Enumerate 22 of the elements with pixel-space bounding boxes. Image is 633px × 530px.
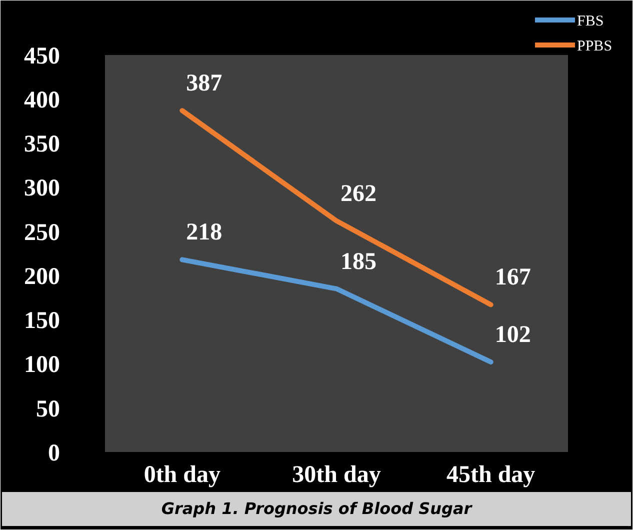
data-label: 387 — [186, 70, 222, 97]
y-tick-label: 0 — [48, 440, 60, 466]
y-tick-label: 450 — [24, 43, 60, 70]
y-tick-label: 200 — [24, 264, 60, 290]
y-tick-label: 150 — [24, 308, 60, 334]
legend-label: PPBS — [577, 38, 612, 54]
data-label: 102 — [494, 322, 531, 348]
legend-label: FBS — [577, 13, 604, 30]
y-tick-label: 250 — [24, 220, 60, 246]
data-label: 167 — [494, 264, 531, 291]
y-tick-label: 350 — [24, 132, 60, 158]
x-tick-label: 45th day — [446, 462, 536, 488]
x-tick-label: 0th day — [144, 462, 221, 488]
text: Graph 1. Prognosis of Blood Sugar — [161, 499, 473, 518]
y-tick-label: 400 — [24, 88, 60, 114]
y-tick-label: 100 — [24, 352, 60, 378]
data-label: 262 — [340, 180, 376, 207]
y-tick-label: 300 — [24, 176, 60, 202]
data-label: 185 — [340, 248, 376, 275]
y-tick-label: 50 — [36, 396, 60, 422]
x-tick-label: 30th day — [292, 462, 381, 488]
data-label: 218 — [186, 220, 222, 246]
